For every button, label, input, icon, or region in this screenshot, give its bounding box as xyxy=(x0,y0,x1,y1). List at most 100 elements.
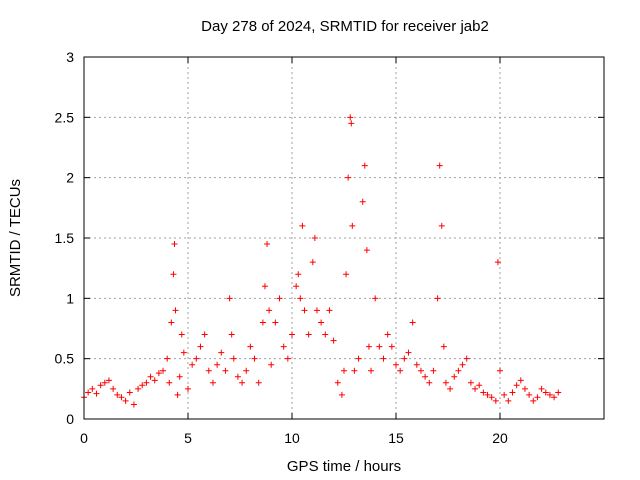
data-point xyxy=(110,385,117,392)
data-point xyxy=(214,361,221,368)
data-point xyxy=(226,295,233,302)
data-point xyxy=(168,319,175,326)
data-point xyxy=(174,391,181,398)
chart-title: Day 278 of 2024, SRMTID for receiver jab… xyxy=(201,18,489,35)
data-point xyxy=(172,307,179,314)
data-point xyxy=(151,377,158,384)
data-point xyxy=(171,241,178,248)
data-point xyxy=(521,385,528,392)
data-point xyxy=(230,355,237,362)
x-tick-label: 10 xyxy=(284,430,300,446)
data-points xyxy=(81,114,562,408)
y-tick-label: 2.5 xyxy=(55,109,75,125)
data-point xyxy=(438,222,445,229)
data-point xyxy=(388,343,395,350)
data-point xyxy=(467,379,474,386)
data-point xyxy=(193,355,200,362)
data-point xyxy=(355,355,362,362)
data-point xyxy=(89,385,96,392)
data-point xyxy=(266,307,273,314)
data-point xyxy=(118,394,125,401)
y-tick-label: 2 xyxy=(66,170,74,186)
data-point xyxy=(517,377,524,384)
x-tick-label: 5 xyxy=(184,430,192,446)
y-axis-label: SRMTID / TECUs xyxy=(7,179,24,297)
data-point xyxy=(139,382,146,389)
data-point xyxy=(243,367,250,374)
data-point xyxy=(341,367,347,374)
data-point xyxy=(130,401,137,408)
y-tick-label: 0 xyxy=(66,411,74,427)
axis-ticks: 0 0.5 1 1.5 2 2.5 3 0 5 10 15 20 xyxy=(55,49,604,446)
x-axis-label: GPS time / hours xyxy=(287,458,401,475)
data-point xyxy=(261,283,268,290)
data-point xyxy=(164,355,171,362)
y-tick-label: 1.5 xyxy=(55,230,75,246)
data-point xyxy=(546,391,553,398)
data-point xyxy=(289,331,295,338)
data-point xyxy=(259,319,266,326)
data-point xyxy=(205,367,212,374)
data-point xyxy=(526,391,533,398)
data-point xyxy=(368,367,375,374)
data-point xyxy=(376,343,383,350)
data-point xyxy=(488,394,495,401)
data-point xyxy=(313,307,320,314)
data-point xyxy=(463,355,470,362)
data-point xyxy=(413,361,420,368)
data-point xyxy=(114,391,121,398)
data-point xyxy=(101,379,108,386)
data-point xyxy=(417,367,424,374)
data-point xyxy=(513,382,520,389)
data-point xyxy=(170,271,177,278)
data-point xyxy=(334,379,341,386)
data-point xyxy=(160,367,167,374)
data-point xyxy=(497,367,503,374)
data-point xyxy=(409,319,416,326)
x-tick-label: 0 xyxy=(80,430,88,446)
data-point xyxy=(338,391,345,398)
data-point xyxy=(459,361,466,368)
data-point xyxy=(147,373,154,380)
x-tick-label: 15 xyxy=(388,430,404,446)
data-point xyxy=(322,331,329,338)
data-point xyxy=(180,349,187,356)
data-point xyxy=(222,367,229,374)
data-point xyxy=(359,198,366,205)
data-point xyxy=(534,394,541,401)
data-point xyxy=(345,174,352,181)
data-point xyxy=(143,379,150,386)
data-point xyxy=(305,331,312,338)
data-point xyxy=(442,379,449,386)
data-point xyxy=(472,385,479,392)
data-point xyxy=(166,379,173,386)
data-point xyxy=(178,331,185,338)
data-point xyxy=(436,162,443,169)
data-point xyxy=(484,391,491,398)
data-point xyxy=(318,319,325,326)
data-point xyxy=(430,367,437,374)
data-point xyxy=(505,397,512,404)
data-point xyxy=(239,379,246,386)
data-point xyxy=(135,385,142,392)
data-point xyxy=(255,379,262,386)
data-point xyxy=(447,385,454,392)
data-point xyxy=(361,162,368,169)
data-point xyxy=(293,283,300,290)
data-point xyxy=(347,114,354,121)
y-tick-label: 1 xyxy=(66,290,74,306)
data-point xyxy=(451,373,458,380)
data-point xyxy=(401,355,408,362)
data-point xyxy=(380,355,387,362)
data-point xyxy=(105,377,112,384)
data-point xyxy=(476,382,483,389)
y-tick-label: 3 xyxy=(66,49,74,65)
data-point xyxy=(189,361,196,368)
data-point xyxy=(349,222,356,229)
data-point xyxy=(405,349,412,356)
data-point xyxy=(397,367,404,374)
data-point xyxy=(311,235,318,241)
data-point xyxy=(268,361,275,368)
